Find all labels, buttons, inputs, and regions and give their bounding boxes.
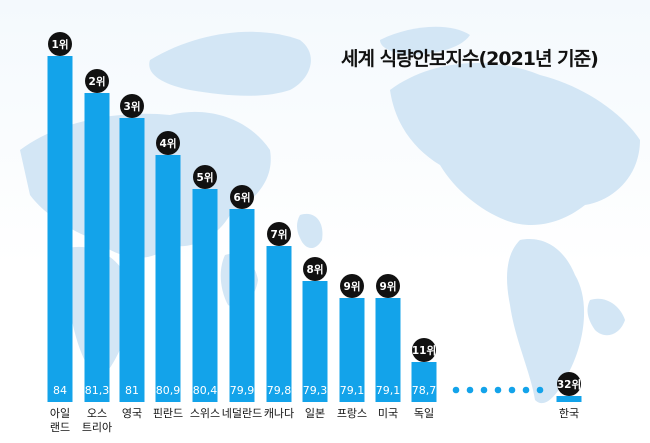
rank-label: 8위: [307, 263, 324, 276]
bar-value-label: 81: [125, 384, 139, 397]
bar: [556, 396, 582, 402]
category-label: 일본: [305, 406, 325, 420]
category-label: 아일: [50, 406, 70, 420]
bar: [155, 155, 181, 402]
bar-value-label: 84: [53, 384, 67, 397]
gap-dot: [452, 386, 460, 394]
rank-label: 4위: [160, 137, 177, 150]
bar: [119, 118, 145, 402]
rank-badge: [267, 222, 291, 246]
gap-dot: [536, 386, 544, 394]
gap-dot: [494, 386, 502, 394]
bar: [192, 189, 218, 402]
rank-label: 9위: [380, 280, 397, 293]
category-label: 미국: [378, 407, 398, 420]
rank-badge: [557, 372, 581, 396]
bar-value-label: 80,4: [193, 384, 218, 397]
bar-value-label: 79,9: [230, 384, 255, 397]
chart-title: 세계 식량안보지수(2021년 기준): [341, 48, 599, 70]
category-label: 프랑스: [337, 407, 367, 420]
bar-value-label: 80,9: [156, 384, 181, 397]
category-label: 스위스: [190, 407, 220, 420]
gap-dot: [522, 386, 530, 394]
bar-value-label: 78,7: [412, 384, 437, 397]
category-label: 오스: [87, 407, 107, 420]
rank-label: 2위: [89, 75, 106, 88]
bar-value-label: 79,3: [303, 384, 328, 397]
category-label: 핀란드: [153, 407, 183, 420]
rank-badge: [156, 131, 180, 155]
bar: [339, 298, 365, 402]
rank-badge: [85, 69, 109, 93]
rank-badge: [303, 257, 327, 281]
rank-badge: [193, 165, 217, 189]
category-label: 독일: [414, 406, 434, 420]
bar-value-label: 79,8: [267, 384, 292, 397]
category-label: 랜드: [50, 421, 70, 434]
bar: [302, 281, 328, 402]
rank-label: 3위: [124, 100, 141, 113]
bar-value-label: 79,1: [376, 384, 401, 397]
category-label: 트리아: [82, 421, 112, 434]
gap-dot: [508, 386, 516, 394]
bar: [229, 209, 255, 402]
rank-badge: [376, 274, 400, 298]
bar: [375, 298, 401, 402]
rank-badge: [230, 185, 254, 209]
rank-label: 7위: [271, 228, 288, 241]
rank-label: 32위: [557, 378, 581, 391]
category-label: 캐나다: [264, 407, 294, 420]
rank-badge: [120, 94, 144, 118]
bar-value-label: 81,3: [85, 384, 110, 397]
category-label: 한국: [559, 407, 579, 420]
rank-badge: [48, 32, 72, 56]
category-label: 네덜란드: [222, 407, 262, 420]
gap-dot: [466, 386, 474, 394]
bar-value-label: 79,1: [340, 384, 365, 397]
rank-label: 1위: [52, 38, 69, 51]
rank-label: 9위: [344, 280, 361, 293]
bar: [47, 56, 73, 402]
gap-dot: [480, 386, 488, 394]
rank-label: 5위: [197, 171, 214, 184]
bar: [411, 362, 437, 402]
rank-label: 6위: [234, 191, 251, 204]
bar: [84, 93, 110, 402]
rank-badge: [340, 274, 364, 298]
rank-badge: [412, 338, 436, 362]
bar: [266, 246, 292, 402]
rank-label: 11위: [412, 344, 436, 357]
category-label: 영국: [122, 407, 142, 420]
